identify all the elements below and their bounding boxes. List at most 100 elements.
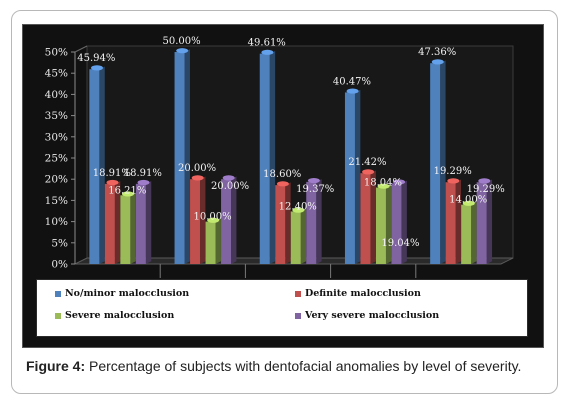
bar <box>461 204 472 264</box>
caption-text: Percentage of subjects with dentofacial … <box>85 358 522 374</box>
data-label: 47.36% <box>418 47 456 58</box>
legend-item-series-3: Very severe malocclusion <box>295 310 439 321</box>
data-label: 10.00% <box>193 212 231 223</box>
bar-top <box>106 179 119 186</box>
bar-top <box>377 183 390 189</box>
bar <box>275 185 286 264</box>
bar-top <box>346 88 359 94</box>
bar-top <box>90 65 103 71</box>
bar-top <box>292 207 305 213</box>
legend-label: No/minor malocclusion <box>65 288 190 299</box>
bar-top <box>447 178 460 184</box>
data-label: 18.91% <box>124 168 162 179</box>
legend-label: Definite malocclusion <box>305 288 421 299</box>
data-label: 45.94% <box>77 53 115 64</box>
legend-swatch-purple <box>295 312 301 319</box>
bar-side <box>316 179 322 264</box>
bar-side <box>269 50 276 264</box>
chart-legend: No/minor malocclusion Definite malocclus… <box>36 279 528 337</box>
bar-side <box>145 181 152 264</box>
bar <box>430 63 441 264</box>
bar <box>190 179 201 264</box>
bar-top <box>276 181 289 187</box>
bar <box>89 69 100 264</box>
bar-side <box>130 192 136 264</box>
data-label: 19.04% <box>381 238 419 249</box>
y-tick-label: 40% <box>45 89 68 101</box>
legend-item-series-2: Severe malocclusion <box>55 310 174 321</box>
bar <box>290 211 301 264</box>
bar-side <box>486 179 493 264</box>
bar <box>205 221 216 264</box>
bar-side <box>99 66 105 264</box>
bar-top <box>207 217 220 223</box>
data-label: 49.61% <box>248 38 286 49</box>
data-label: 19.29% <box>434 166 472 177</box>
y-tick-label: 30% <box>45 131 68 143</box>
bar-side <box>184 49 190 264</box>
bar <box>259 53 270 265</box>
bar-side <box>471 201 477 264</box>
bar-side <box>200 176 206 264</box>
bar-top <box>121 191 134 197</box>
bar-top <box>307 177 320 184</box>
bar-side <box>385 184 392 264</box>
bar <box>375 187 386 264</box>
bar-top <box>462 200 475 206</box>
bar-top <box>191 175 204 181</box>
y-tick-label: 45% <box>45 68 68 80</box>
bar-top <box>261 49 274 55</box>
bar-side <box>354 89 361 264</box>
legend-swatch-blue <box>55 290 61 297</box>
y-axis-depth-line <box>74 45 88 53</box>
data-label: 18.60% <box>263 169 301 180</box>
bar-side <box>231 176 237 264</box>
bar <box>445 182 456 264</box>
bar-side <box>440 60 446 265</box>
legend-label: Severe malocclusion <box>65 310 175 321</box>
bar-top <box>478 178 491 184</box>
figure-caption: Figure 4: Percentage of subjects with de… <box>26 358 546 374</box>
data-label: 12.40% <box>279 201 317 212</box>
bar-side <box>401 180 407 264</box>
bar <box>104 183 115 264</box>
bar-top <box>362 169 375 175</box>
bar <box>135 183 146 264</box>
bar <box>476 182 487 264</box>
legend-item-series-1: Definite malocclusion <box>295 288 421 299</box>
y-tick-label: 25% <box>45 153 68 165</box>
bar-chart: 0%5%10%15%20%25%30%35%40%45%50%12-18yrs1… <box>45 36 514 281</box>
bar-top <box>393 179 406 185</box>
bar <box>391 183 402 264</box>
bar <box>174 52 185 264</box>
y-tick-label: 10% <box>45 216 68 228</box>
bar-side <box>215 218 221 264</box>
bar-side <box>455 179 462 264</box>
legend-swatch-red <box>295 290 301 297</box>
data-label: 18.04% <box>364 178 402 189</box>
y-tick-label: 50% <box>45 47 68 59</box>
bar <box>306 181 317 264</box>
data-label: 40.47% <box>333 76 371 87</box>
bar-top <box>137 179 150 186</box>
bar-top <box>222 175 235 181</box>
legend-label: Very severe malocclusion <box>305 310 440 321</box>
data-label: 19.29% <box>467 184 505 195</box>
bar-top <box>176 48 189 54</box>
bar <box>344 92 355 265</box>
y-tick-label: 15% <box>45 195 68 207</box>
data-label: 50.00% <box>162 36 200 47</box>
bar-side <box>114 181 121 264</box>
bar <box>120 195 131 264</box>
bar <box>221 179 232 264</box>
data-label: 16.21% <box>108 185 146 196</box>
bar <box>360 173 371 264</box>
data-label: 20.00% <box>178 163 216 174</box>
data-label: 21.42% <box>348 157 386 168</box>
legend-item-series-0: No/minor malocclusion <box>55 288 189 299</box>
legend-swatch-green <box>55 312 61 319</box>
data-label: 20.00% <box>211 181 249 192</box>
data-label: 18.91% <box>93 168 131 179</box>
bar-side <box>285 182 291 264</box>
y-tick-label: 35% <box>45 110 68 122</box>
